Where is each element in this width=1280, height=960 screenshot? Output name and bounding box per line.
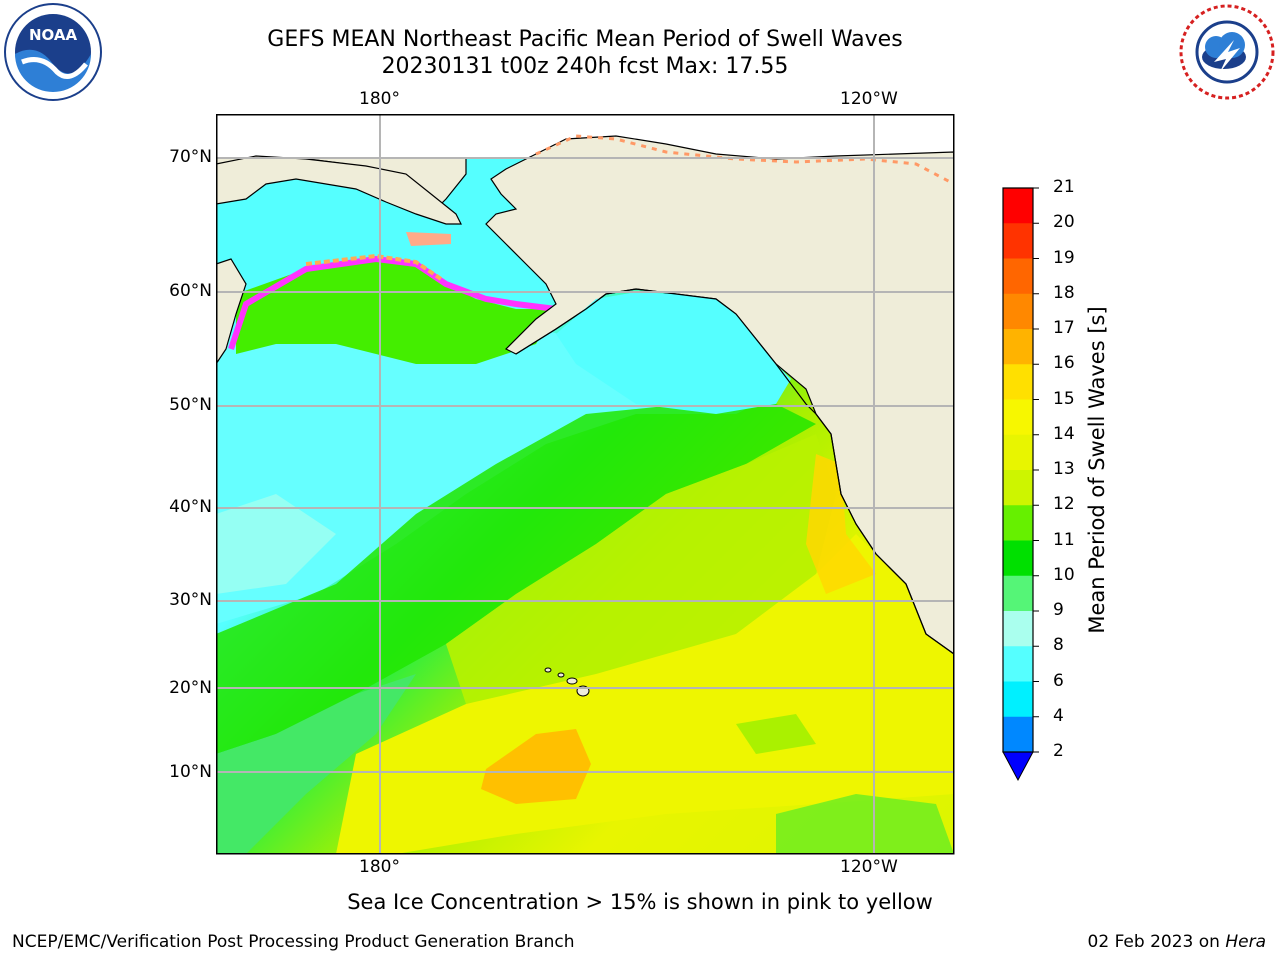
colorbar-tick-label: 18 <box>1053 282 1075 303</box>
colorbar-tick-label: 2 <box>1053 741 1064 761</box>
colorbar-bin <box>1003 399 1033 436</box>
colorbar-bin <box>1003 611 1033 647</box>
colorbar-bin <box>1003 329 1033 365</box>
gulf-of-alaska <box>556 292 791 414</box>
colorbar-tick-label: 14 <box>1053 423 1075 444</box>
swell-zone-12s-east <box>736 714 816 754</box>
map-frame <box>216 114 955 855</box>
sea-ice-fringe <box>305 253 443 281</box>
colorbar-bin <box>1003 470 1033 506</box>
colorbar-tick-label: 4 <box>1053 705 1064 726</box>
noaa-logo-text: NOAA <box>29 26 78 44</box>
lat-label-60n: 60°N <box>169 281 212 301</box>
swell-zone-9s-west <box>216 494 336 594</box>
footer-date-text: 02 Feb 2023 on <box>1087 932 1220 952</box>
colorbar-bin <box>1003 540 1033 577</box>
colorbar-bin <box>1003 575 1033 612</box>
colorbar-tick-label: 13 <box>1053 459 1075 479</box>
colorbar-bin <box>1003 258 1033 295</box>
land-chukotka <box>216 155 462 225</box>
land-kamchatka <box>216 258 247 366</box>
bering-sea <box>236 259 556 364</box>
colorbar-tick-label: 6 <box>1053 670 1064 691</box>
lat-label-20n: 20°N <box>169 678 212 698</box>
colorbar-extend-arrow <box>1002 751 1034 782</box>
colorbar-bin <box>1003 188 1033 224</box>
colorbar-bin <box>1003 364 1033 400</box>
colorbar-tick-label: 10 <box>1053 564 1075 585</box>
swell-zone-13s <box>446 434 836 704</box>
lon-label-bottom-120w: 120°W <box>840 857 898 877</box>
colorbar-bin <box>1003 646 1033 682</box>
colorbar-bin <box>1003 505 1033 541</box>
colorbar-tick-label: 12 <box>1053 494 1075 515</box>
colorbar-tick-label: 8 <box>1053 635 1064 656</box>
colorbar-bin <box>1003 293 1033 330</box>
coast-gulf-alaska <box>515 288 792 385</box>
lat-label-70n: 70°N <box>169 147 212 167</box>
lon-label-top-180: 180° <box>359 89 400 109</box>
colorbar-tick-label: 17 <box>1053 318 1075 338</box>
chart-subtitle: 20230131 t00z 240h fcst Max: 17.55 <box>381 54 789 79</box>
chart-title: GEFS MEAN Northeast Pacific Mean Period … <box>267 27 903 52</box>
colorbar <box>1002 187 1039 782</box>
swell-zone-17s <box>481 729 591 804</box>
swell-zone-11s-south <box>776 794 954 854</box>
colorbar-bin <box>1003 223 1033 259</box>
graticule <box>216 114 954 854</box>
colorbar-tick-label: 9 <box>1053 600 1064 620</box>
colorbar-title: Mean Period of Swell Waves [s] <box>1085 306 1109 634</box>
swell-period-map <box>216 114 955 855</box>
colorbar-tick-label: 11 <box>1053 529 1075 550</box>
footer-date: 02 Feb 2023 on Hera <box>1088 932 1266 952</box>
colorbar-tick-label: 21 <box>1053 177 1075 197</box>
colorbar-bin <box>1003 434 1033 471</box>
lon-label-top-120w: 120°W <box>840 89 898 109</box>
noaa-logo-icon: NOAA <box>4 3 102 101</box>
swell-zone-10s <box>216 674 416 854</box>
lat-label-40n: 40°N <box>169 497 212 517</box>
footer-machine: Hera <box>1225 932 1266 952</box>
swell-zone-11s <box>216 404 816 754</box>
lat-label-30n: 30°N <box>169 590 212 610</box>
sea-ice-note: Sea Ice Concentration > 15% is shown in … <box>347 890 933 914</box>
colorbar-tick-label: 15 <box>1053 388 1075 409</box>
colorbar-bin <box>1003 716 1033 753</box>
nws-logo-icon <box>1179 4 1275 100</box>
colorbar-tick-label: 19 <box>1053 247 1075 268</box>
lat-label-10n: 10°N <box>169 762 212 782</box>
footer-branch: NCEP/EMC/Verification Post Processing Pr… <box>12 932 575 952</box>
colorbar-tick-label: 20 <box>1053 212 1075 233</box>
lon-label-bottom-180: 180° <box>359 857 400 877</box>
arctic-ice-fringe <box>535 134 954 186</box>
lat-label-50n: 50°N <box>169 395 212 415</box>
colorbar-tick-label: 16 <box>1053 353 1075 374</box>
ice-patch-norton <box>406 232 451 246</box>
colorbar-bin <box>1003 681 1033 718</box>
swell-zone-16s-coast <box>806 454 876 594</box>
